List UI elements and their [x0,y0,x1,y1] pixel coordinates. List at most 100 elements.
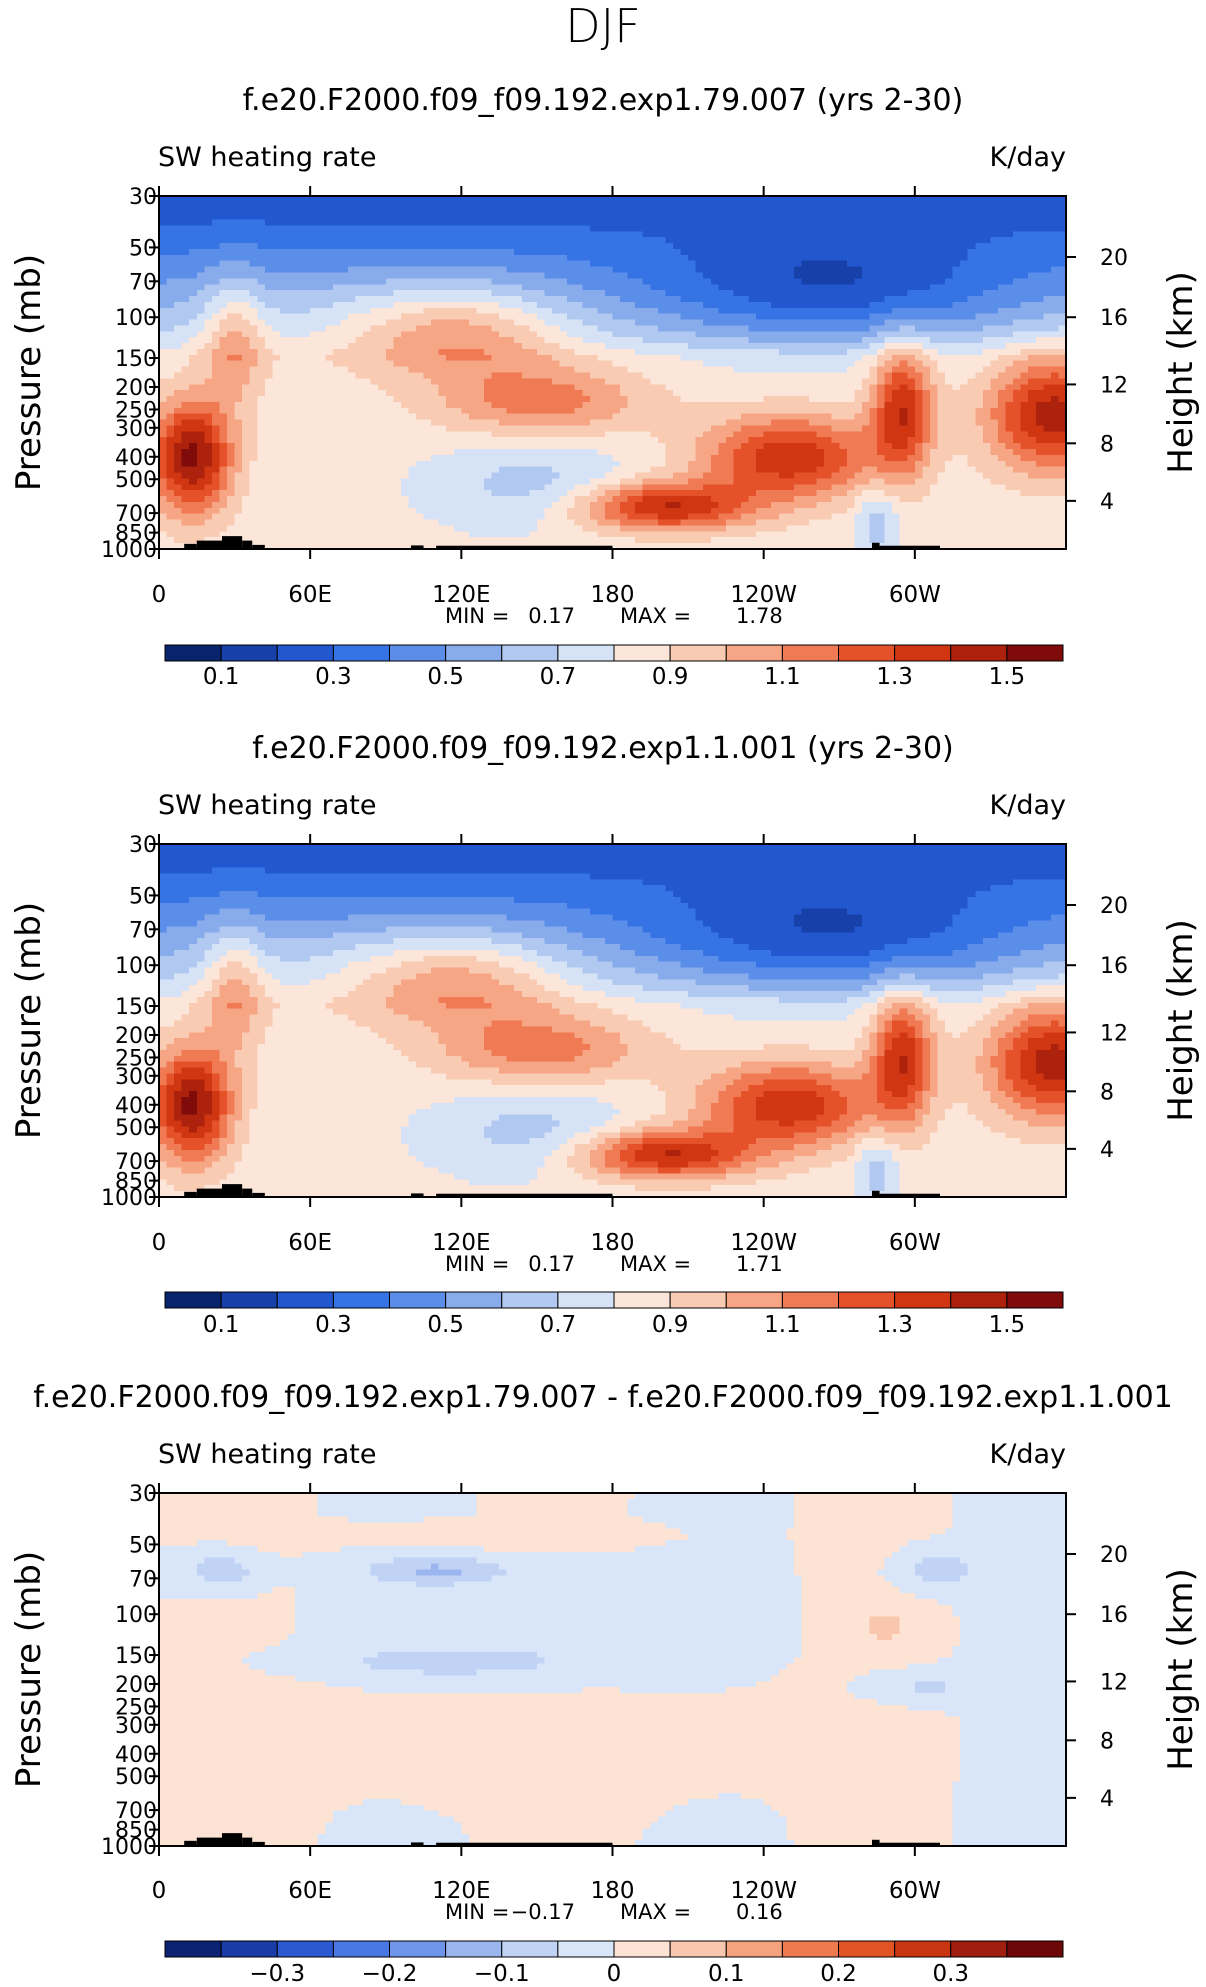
field-cell [522,267,530,273]
field-cell [832,261,840,267]
field-cell [204,202,212,208]
field-cell [325,272,333,278]
field-cell [658,202,666,208]
field-cell [446,272,454,278]
field-cell [1013,272,1021,278]
field-cell [265,214,273,220]
field-cell [1021,249,1029,255]
field-cell [514,278,522,284]
field-cell [484,290,492,296]
field-cell [1036,237,1044,243]
field-cell [544,261,552,267]
field-cell [552,208,560,214]
field-cell [597,202,605,208]
field-cell [801,272,809,278]
field-cell [658,243,666,249]
field-cell [650,220,658,226]
field-cell [590,231,598,237]
field-cell [431,225,439,231]
field-cell [499,214,507,220]
field-cell [560,220,568,226]
field-cell [658,214,666,220]
field-cell [212,284,220,290]
field-cell [431,214,439,220]
field-cell [1051,284,1059,290]
field-cell [922,208,930,214]
field-cell [892,231,900,237]
field-cell [446,290,454,296]
field-cell [673,255,681,261]
field-cell [1043,202,1051,208]
field-cell [771,255,779,261]
field-cell [310,267,318,273]
field-cell [431,284,439,290]
field-cell [272,225,280,231]
field-cell [280,267,288,273]
field-cell [189,261,197,267]
field-cell [938,202,946,208]
field-cell [741,243,749,249]
field-cell [960,261,968,267]
field-cell [204,290,212,296]
field-cell [892,267,900,273]
field-cell [522,249,530,255]
field-cell [892,278,900,284]
field-cell [605,237,613,243]
field-cell [733,284,741,290]
field-cell [469,272,477,278]
field-cell [461,278,469,284]
field-cell [499,243,507,249]
field-cell [507,208,515,214]
field-cell [801,284,809,290]
field-cell [907,237,915,243]
field-cell [424,202,432,208]
field-cell [204,243,212,249]
field-cell [620,249,628,255]
field-cell [537,231,545,237]
field-cell [945,278,953,284]
field-cell [567,272,575,278]
field-cell [257,214,265,220]
field-cell [658,290,666,296]
field-cell [189,284,197,290]
field-cell [960,202,968,208]
field-cell [749,231,757,237]
field-cell [597,231,605,237]
field-cell [529,208,537,214]
field-cell [212,255,220,261]
field-cell [597,278,605,284]
field-cell [424,237,432,243]
field-cell [938,272,946,278]
field-cell [756,284,764,290]
field-cell [265,255,273,261]
field-cell [371,231,379,237]
field-cell [242,243,250,249]
field-cell [832,272,840,278]
field-cell [469,261,477,267]
field-cell [733,249,741,255]
field-cell [174,272,182,278]
field-cell [363,278,371,284]
field-cell [726,249,734,255]
field-cell [869,202,877,208]
field-cell [287,202,295,208]
field-cell [552,261,560,267]
field-cell [552,249,560,255]
field-cell [877,284,885,290]
field-cell [242,214,250,220]
field-cell [696,243,704,249]
field-cell [590,220,598,226]
field-cell [779,243,787,249]
field-cell [318,249,326,255]
field-cell [809,202,817,208]
field-cell [492,255,500,261]
field-cell [613,278,621,284]
field-cell [514,202,522,208]
field-cell [786,249,794,255]
field-cell [439,290,447,296]
field-cell [492,284,500,290]
field-cell [529,214,537,220]
field-cell [492,225,500,231]
field-cell [167,220,175,226]
field-cell [665,237,673,243]
